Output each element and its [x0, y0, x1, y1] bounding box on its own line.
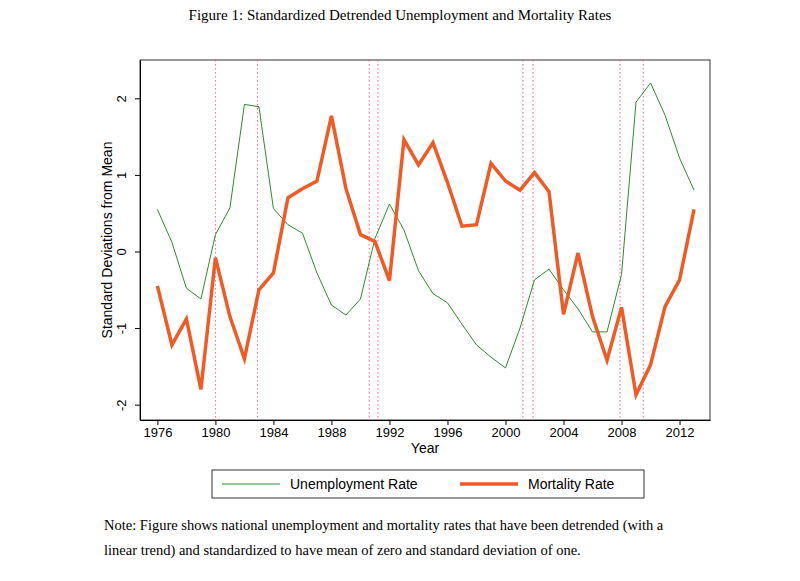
- y-tick-label: -2: [114, 399, 129, 411]
- x-axis-line: [141, 420, 711, 421]
- x-tick-label: 2004: [550, 425, 579, 440]
- y-tick-label: 1: [114, 172, 129, 179]
- x-tick-label: 1984: [259, 425, 288, 440]
- reference-line: [377, 60, 378, 420]
- y-tick-mark: [135, 98, 140, 99]
- legend-frame: [212, 470, 644, 498]
- chart-svg: Figure 1: Standardized Detrended Unemplo…: [0, 0, 800, 581]
- x-tick-label: 1980: [201, 425, 230, 440]
- x-tick: 1984: [259, 420, 288, 440]
- y-axis: -2 -1 0 1 2: [114, 61, 141, 421]
- y-tick: -1: [114, 323, 140, 335]
- x-tick: 1976: [143, 420, 172, 440]
- legend-swatch: [222, 484, 280, 485]
- x-axis: 1976 1980 1984 1988 1992 1996 2000 2004 2008 2012: [141, 420, 711, 440]
- x-tick-label: 1992: [376, 425, 405, 440]
- x-tick-label: 2012: [666, 425, 695, 440]
- legend-swatch: [460, 482, 518, 486]
- legend-label: Unemployment Rate: [290, 476, 418, 492]
- legend-label: Mortality Rate: [528, 476, 615, 492]
- reference-line: [643, 60, 644, 420]
- y-tick-label: 0: [114, 248, 129, 255]
- x-tick-label: 1976: [143, 425, 172, 440]
- y-tick: 2: [114, 95, 140, 102]
- reference-line: [522, 60, 523, 420]
- y-tick-mark: [135, 328, 140, 329]
- y-tick-label: 2: [114, 95, 129, 102]
- plot-frame: [140, 60, 710, 420]
- x-tick-label: 1988: [317, 425, 346, 440]
- x-tick-label: 1996: [434, 425, 463, 440]
- reference-line: [257, 60, 258, 420]
- x-tick: 1988: [317, 420, 346, 440]
- reference-line: [533, 60, 534, 420]
- y-tick-mark: [135, 251, 140, 252]
- note: Note: Figure shows national unemployment…: [104, 517, 664, 534]
- y-axis-title: Standard Deviations from Mean: [99, 142, 115, 339]
- reference-line: [620, 60, 621, 420]
- series-line: [157, 116, 694, 395]
- x-tick: 1992: [376, 420, 405, 440]
- y-tick-mark: [135, 405, 140, 406]
- chart-title: Figure 1: Standardized Detrended Unemplo…: [189, 7, 612, 23]
- x-tick: 2008: [608, 420, 637, 440]
- x-tick: 1996: [434, 420, 463, 440]
- x-tick-label: 2000: [492, 425, 521, 440]
- x-tick: 2012: [666, 420, 695, 440]
- y-tick: 1: [114, 172, 140, 179]
- series-line: [157, 83, 694, 368]
- x-tick: 2000: [492, 420, 521, 440]
- x-tick: 1980: [201, 420, 230, 440]
- reference-line: [215, 60, 216, 420]
- plot-area: [157, 60, 694, 420]
- note: linear trend) and standardized to have m…: [104, 542, 581, 559]
- x-axis-title: Year: [411, 440, 440, 456]
- y-tick: 0: [114, 248, 140, 255]
- x-tick-label: 2008: [608, 425, 637, 440]
- x-tick: 2004: [550, 420, 579, 440]
- y-tick: -2: [114, 399, 140, 411]
- y-axis-line: [140, 61, 141, 421]
- y-tick-mark: [135, 175, 140, 176]
- y-tick-label: -1: [114, 323, 129, 335]
- legend: Unemployment Rate Mortality Rate: [212, 470, 644, 498]
